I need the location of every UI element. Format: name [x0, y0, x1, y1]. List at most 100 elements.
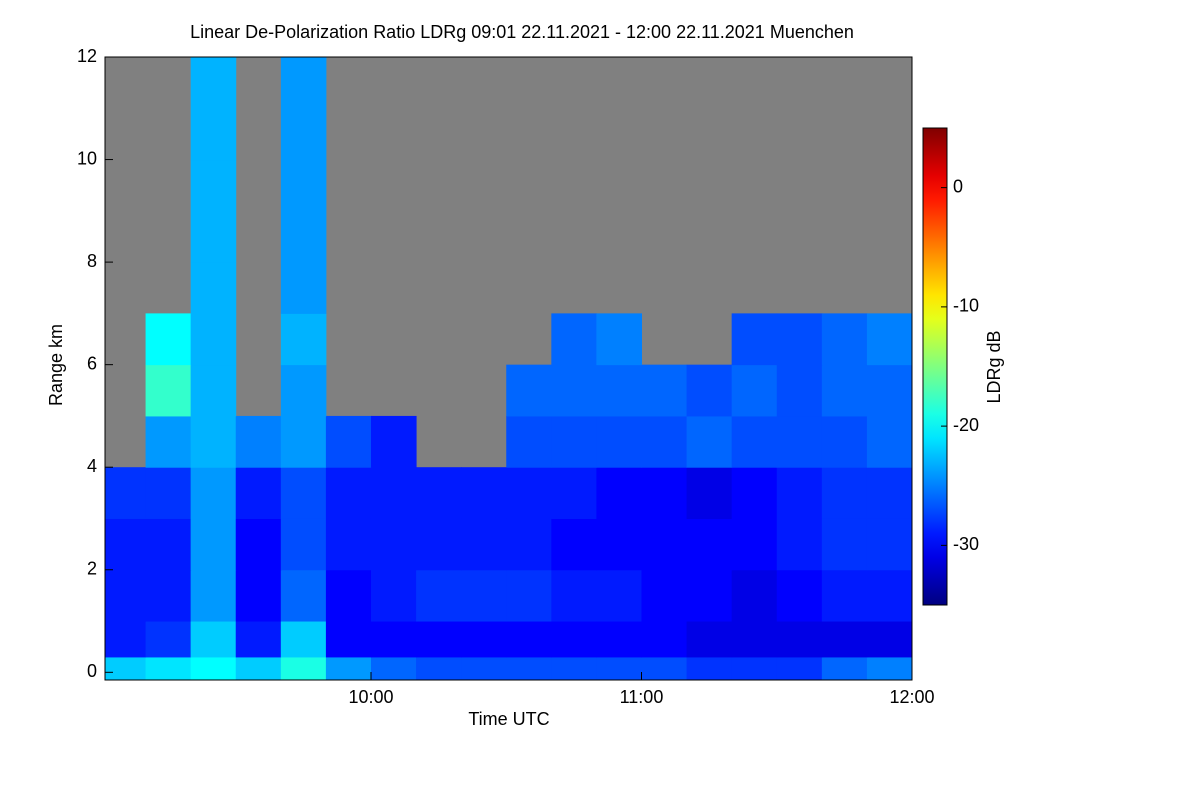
heatmap-cell	[506, 656, 552, 681]
heatmap-cell	[551, 313, 597, 366]
heatmap-cell	[280, 518, 327, 571]
heatmap-cell	[370, 569, 417, 622]
heatmap-cell	[280, 57, 327, 161]
heatmap-cell	[866, 569, 913, 622]
heatmap-cell	[641, 569, 688, 622]
heatmap-cell	[145, 518, 192, 571]
heatmap-cell	[105, 621, 147, 658]
heatmap-cell	[641, 656, 688, 681]
heatmap-cell	[145, 313, 192, 366]
heatmap-cell	[821, 467, 868, 519]
heatmap-cell	[551, 415, 597, 468]
heatmap-cell	[370, 656, 417, 681]
heatmap-cell	[325, 467, 372, 519]
heatmap-cell	[325, 656, 372, 681]
heatmap-cell	[776, 656, 823, 681]
heatmap-cell	[280, 621, 327, 658]
heatmap-cell	[596, 467, 642, 519]
heatmap-cell	[105, 518, 147, 571]
y-axis-label: Range km	[46, 324, 66, 406]
heatmap-cell	[280, 313, 327, 366]
heatmap-cell	[596, 656, 642, 681]
heatmap-cell	[596, 569, 642, 622]
heatmap-cell	[731, 656, 778, 681]
heatmap-cell	[145, 364, 192, 417]
heatmap-cell	[235, 569, 282, 622]
heatmap-cell	[506, 518, 552, 571]
heatmap-cell	[596, 364, 642, 417]
heatmap-cell	[866, 313, 913, 366]
heatmap-cell	[416, 467, 462, 519]
heatmap-cell	[731, 313, 778, 366]
heatmap-cell	[506, 621, 552, 658]
heatmap-cell	[686, 364, 733, 417]
heatmap-cell	[686, 518, 733, 571]
heatmap-cell	[190, 415, 237, 468]
heatmap-cell	[280, 415, 327, 468]
heatmap-cell	[325, 415, 372, 468]
heatmap-cell	[325, 518, 372, 571]
heatmap-cell	[821, 518, 868, 571]
x-axis-label: Time UTC	[468, 709, 549, 729]
heatmap-cell	[821, 621, 868, 658]
heatmap-cell	[235, 656, 282, 681]
heatmap-cell	[280, 656, 327, 681]
heatmap-cell	[686, 415, 733, 468]
y-tick-label: 12	[77, 46, 97, 66]
y-tick-label: 4	[87, 456, 97, 476]
heatmap-cell	[190, 159, 237, 263]
heatmap-cell	[416, 656, 462, 681]
plot-frame	[104, 56, 913, 681]
heatmap-cell	[731, 621, 778, 658]
heatmap-cell	[190, 57, 237, 161]
colorbar-tick-label: -20	[953, 415, 979, 435]
heatmap-cell	[641, 467, 688, 519]
heatmap-cell	[370, 518, 417, 571]
y-tick-label: 0	[87, 661, 97, 681]
heatmap-cell	[776, 518, 823, 571]
colorbar-tick-label: 0	[953, 176, 963, 196]
heatmap-cell	[416, 518, 462, 571]
heatmap-cell	[731, 467, 778, 519]
heatmap-cell	[776, 364, 823, 417]
heatmap-cell	[506, 569, 552, 622]
heatmap-cell	[731, 569, 778, 622]
heatmap-cell	[461, 656, 507, 681]
heatmap-cell	[551, 621, 597, 658]
heatmap-cell	[506, 364, 552, 417]
heatmap-cell	[821, 313, 868, 366]
heatmap-cell	[190, 364, 237, 417]
heatmap-cell	[105, 656, 147, 681]
heatmap-cell	[190, 518, 237, 571]
heatmap-cell	[235, 518, 282, 571]
heatmap-cell	[596, 313, 642, 366]
heatmap-cell	[235, 467, 282, 519]
chart-title: Linear De-Polarization Ratio LDRg 09:01 …	[190, 22, 854, 42]
heatmap-cell	[190, 313, 237, 366]
heatmap-cell	[641, 518, 688, 571]
heatmap-cell	[280, 467, 327, 519]
heatmap-cell	[416, 569, 462, 622]
heatmap-cell	[821, 415, 868, 468]
y-tick-label: 2	[87, 559, 97, 579]
heatmap-cell	[325, 569, 372, 622]
colorbar	[922, 127, 948, 606]
heatmap-cell	[190, 621, 237, 658]
heatmap-cell	[686, 621, 733, 658]
heatmap-cell	[145, 656, 192, 681]
heatmap-cell	[866, 415, 913, 468]
heatmap-cell	[461, 467, 507, 519]
colorbar-label: LDRg dB	[984, 330, 1004, 403]
heatmap-cell	[686, 656, 733, 681]
heatmap-cell	[325, 621, 372, 658]
heatmap-cell	[731, 415, 778, 468]
heatmap-cell	[866, 467, 913, 519]
heatmap-cell	[145, 621, 192, 658]
heatmap-cell	[105, 467, 147, 519]
heatmap-cell	[866, 364, 913, 417]
heatmap-cell	[506, 467, 552, 519]
heatmap-cell	[776, 621, 823, 658]
heatmap-cell	[731, 518, 778, 571]
heatmap-cell	[145, 569, 192, 622]
